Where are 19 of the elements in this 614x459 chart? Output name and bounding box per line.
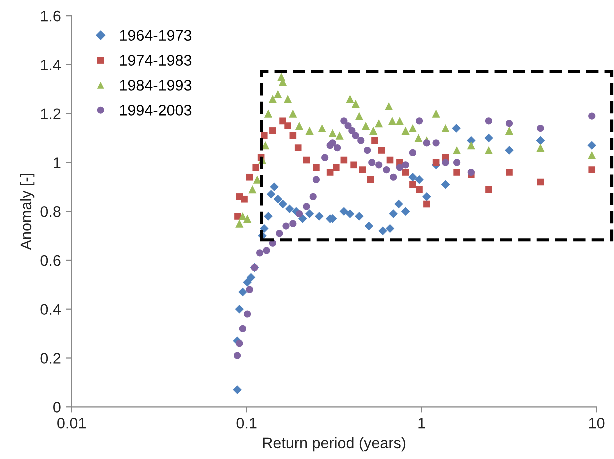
legend-label: 1964-1973 (120, 30, 192, 42)
x-tick-label: 0.1 (236, 418, 257, 429)
legend-label: 1994-2003 (120, 105, 192, 116)
x-tick-label: 10 (589, 418, 605, 429)
y-tick-label: 1 (54, 158, 61, 168)
x-tick-label: 1 (418, 418, 426, 429)
legend-label: 1974-1983 (120, 55, 192, 66)
y-tick-label: 0 (54, 402, 61, 413)
y-tick-label: 0.4 (40, 304, 61, 316)
legend-label: 1984-1993 (120, 80, 192, 91)
y-tick-label: 1.2 (41, 108, 61, 120)
y-tick-label: 1.4 (41, 60, 61, 70)
y-tick-label: 0.8 (40, 206, 61, 218)
y-tick-label: 0.6 (40, 255, 61, 266)
x-axis-title: Return period (years) (263, 437, 406, 452)
y-axis-title: Anomaly [-] (20, 174, 35, 250)
y-tick-label: 1.6 (41, 10, 61, 22)
y-tick-label: 0.2 (40, 353, 61, 364)
x-tick-label: 0.01 (58, 418, 86, 429)
